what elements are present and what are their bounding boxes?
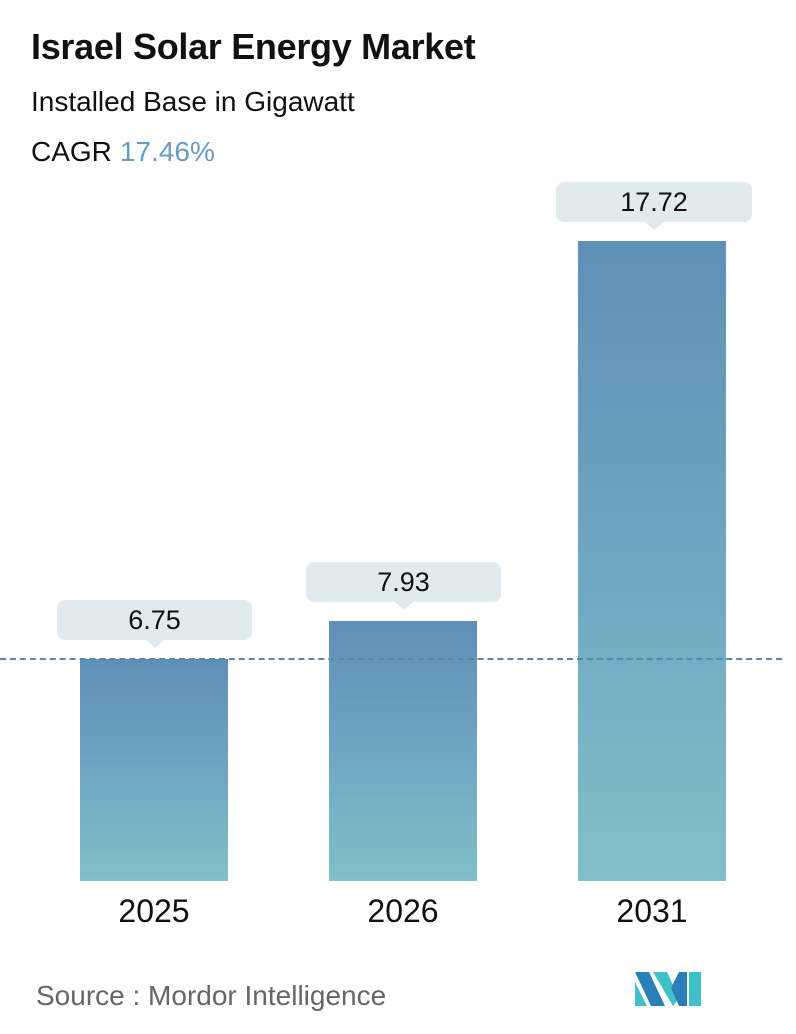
chart-subtitle: Installed Base in Gigawatt — [31, 86, 355, 117]
x-label-2031: 2031 — [616, 893, 688, 929]
bar-2026 — [329, 621, 477, 881]
chart-title: Israel Solar Energy Market — [31, 26, 476, 67]
x-label-2025: 2025 — [118, 893, 190, 929]
cagr-value: 17.46% — [119, 136, 215, 167]
source-text: Source : Mordor Intelligence — [36, 980, 387, 1011]
mordor-logo-icon — [635, 972, 701, 1006]
value-label-2025: 6.75 — [57, 600, 252, 648]
bar-2031 — [578, 241, 726, 881]
value-label-2026: 7.93 — [306, 562, 501, 610]
cagr-line: CAGR 17.46% — [31, 136, 215, 168]
bar-2025 — [80, 659, 228, 881]
x-label-2026: 2026 — [367, 893, 439, 929]
cagr-label: CAGR — [31, 136, 112, 167]
reference-dashed-line — [0, 658, 782, 660]
value-label-2031: 17.72 — [556, 182, 752, 230]
